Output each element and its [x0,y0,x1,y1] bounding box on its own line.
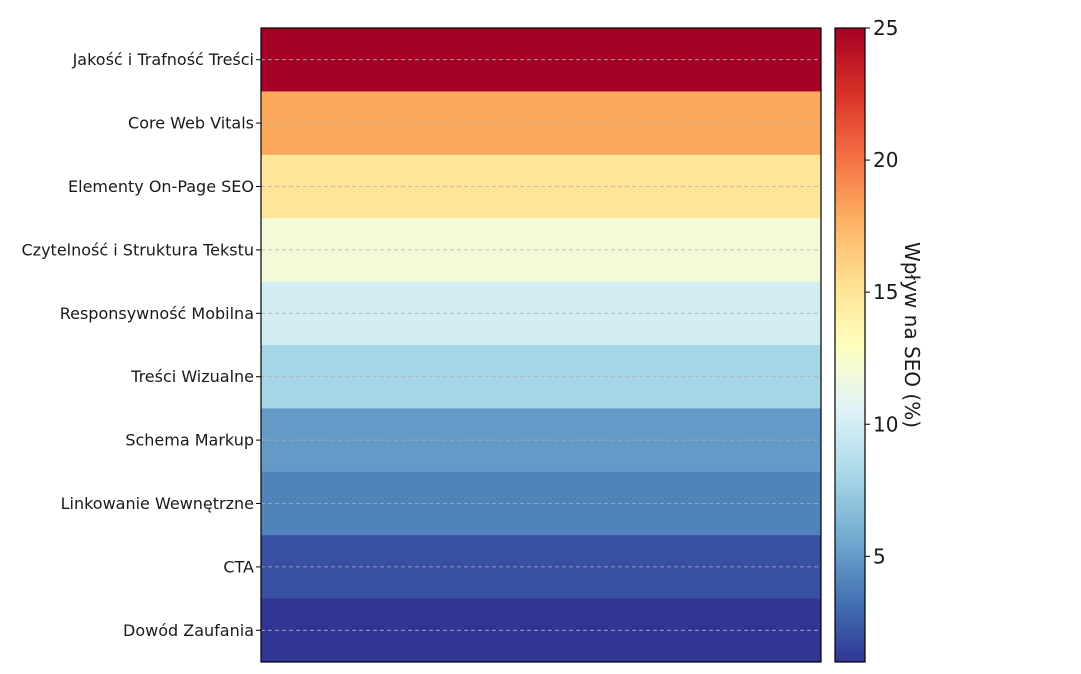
y-axis-labels: Jakość i Trafność Treści Core Web Vitals E… [22,50,261,640]
y-tick-label: CTA [223,557,254,576]
y-tick-label: Treści Wizualne [130,367,254,386]
colorbar-gradient [834,27,866,663]
colorbar-tick-label: 20 [873,148,898,172]
y-tick-label: Linkowanie Wewnętrzne [61,494,254,513]
plot-frame [260,27,822,663]
colorbar: 5 10 15 20 25 [834,16,898,663]
y-tick-label: Responsywność Mobilna [60,304,254,323]
colorbar-label: Wpływ na SEO (%) [900,242,924,428]
colorbar-tick-label: 25 [873,16,898,40]
colorbar-tick-label: 10 [873,412,898,436]
y-tick-label: Jakość i Trafność Treści [72,50,254,69]
y-tick-label: Core Web Vitals [128,114,254,133]
y-tick-label: Czytelność i Struktura Tekstu [22,240,255,259]
grid-lines [261,59,821,631]
colorbar-tick-label: 15 [873,280,898,304]
y-tick-label: Elementy On-Page SEO [68,177,254,196]
y-tick-label: Schema Markup [125,431,254,450]
colorbar-tick-label: 5 [873,544,886,568]
y-tick-label: Dowód Zaufania [123,621,254,640]
